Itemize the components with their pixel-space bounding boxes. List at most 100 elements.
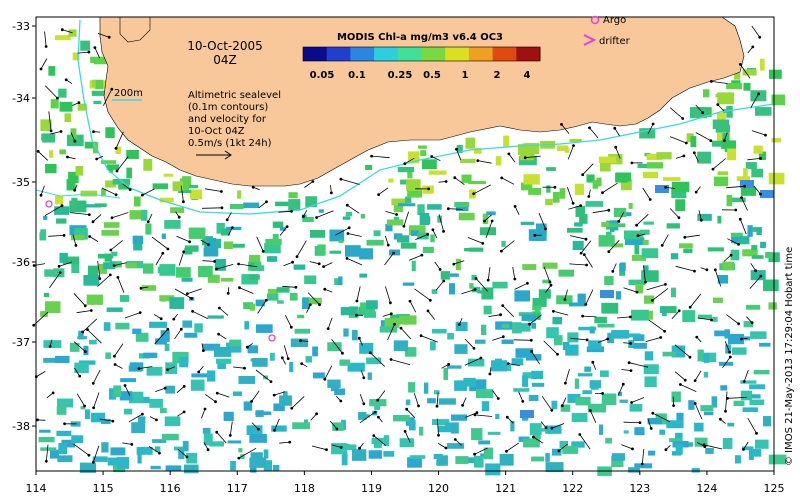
chl-patch bbox=[207, 370, 215, 381]
velocity-arrow-head bbox=[740, 196, 743, 199]
chl-patch bbox=[476, 389, 493, 398]
velocity-arrow-head bbox=[635, 224, 638, 227]
velocity-arrow-head bbox=[56, 97, 59, 100]
velocity-arrow-head bbox=[369, 351, 372, 354]
velocity-arrow-head bbox=[622, 383, 625, 386]
chl-patch bbox=[393, 415, 410, 421]
colorbar-segment bbox=[327, 47, 351, 61]
velocity-arrow-head bbox=[374, 411, 377, 414]
velocity-arrow-head bbox=[290, 210, 293, 213]
chl-patch bbox=[397, 235, 409, 242]
chl-patch bbox=[126, 168, 132, 179]
chl-patch bbox=[338, 276, 342, 285]
velocity-arrow-head bbox=[202, 349, 205, 352]
chl-patch bbox=[692, 468, 700, 472]
velocity-arrow-head bbox=[88, 51, 91, 54]
chl-patch bbox=[464, 248, 480, 251]
chl-patch bbox=[445, 422, 452, 430]
chl-patch bbox=[43, 216, 47, 220]
velocity-arrow-head bbox=[237, 263, 240, 266]
velocity-arrow-head bbox=[729, 356, 732, 359]
chl-patch bbox=[600, 290, 614, 298]
chl-patch bbox=[182, 320, 192, 327]
velocity-arrow-head bbox=[330, 192, 333, 195]
lat-tick-label: -35 bbox=[12, 176, 30, 189]
chl-patch bbox=[366, 240, 383, 246]
chl-patch bbox=[521, 222, 535, 225]
velocity-arrow-head bbox=[45, 45, 48, 48]
chl-patch bbox=[270, 353, 275, 361]
chl-patch bbox=[443, 368, 448, 380]
chl-patch bbox=[714, 331, 730, 337]
chl-patch bbox=[578, 373, 593, 376]
velocity-arrow-head bbox=[499, 313, 502, 316]
velocity-arrow-head bbox=[73, 189, 76, 192]
velocity-arrow-head bbox=[743, 185, 746, 188]
velocity-arrow-head bbox=[703, 443, 706, 446]
chl-patch bbox=[58, 399, 62, 404]
chl-patch bbox=[423, 247, 434, 253]
colorbar-tick-label: 0.25 bbox=[388, 70, 413, 81]
chl-patch bbox=[604, 276, 613, 285]
velocity-arrow-head bbox=[551, 409, 554, 412]
velocity-arrow-head bbox=[315, 412, 318, 415]
chl-patch bbox=[249, 434, 267, 443]
lat-tick-label: -38 bbox=[12, 420, 30, 433]
lon-tick-label: 117 bbox=[227, 482, 248, 495]
velocity-arrow-head bbox=[644, 281, 647, 284]
chl-patch bbox=[520, 410, 534, 418]
chl-patch bbox=[558, 270, 574, 277]
chl-patch bbox=[454, 202, 469, 207]
chl-patch bbox=[760, 242, 766, 248]
chl-patch bbox=[501, 241, 505, 247]
chl-patch bbox=[752, 255, 764, 259]
chl-patch bbox=[756, 227, 761, 235]
chl-patch bbox=[95, 80, 103, 89]
chl-patch bbox=[44, 293, 49, 297]
chl-patch bbox=[419, 427, 423, 436]
velocity-arrow-head bbox=[315, 216, 318, 219]
velocity-arrow-head bbox=[309, 303, 312, 306]
chl-patch bbox=[567, 332, 578, 342]
velocity-arrow-head bbox=[607, 250, 610, 253]
velocity-arrow-head bbox=[393, 323, 396, 326]
chl-patch bbox=[165, 386, 175, 394]
chl-patch bbox=[387, 219, 404, 225]
velocity-arrow-head bbox=[578, 433, 581, 436]
lon-tick-label: 124 bbox=[696, 482, 717, 495]
chl-patch bbox=[398, 167, 414, 172]
chl-patch bbox=[475, 340, 486, 344]
velocity-arrow-head bbox=[514, 205, 517, 208]
velocity-arrow-head bbox=[158, 452, 161, 455]
chl-patch bbox=[90, 57, 105, 63]
chl-patch bbox=[67, 179, 76, 191]
velocity-arrow-head bbox=[584, 303, 587, 306]
lon-tick-label: 119 bbox=[361, 482, 382, 495]
velocity-arrow-head bbox=[197, 371, 200, 374]
chl-patch bbox=[727, 423, 734, 427]
chl-patch bbox=[754, 370, 770, 374]
chl-patch bbox=[151, 466, 161, 469]
velocity-arrow-head bbox=[299, 339, 302, 342]
chl-patch bbox=[256, 324, 273, 333]
chl-patch bbox=[216, 359, 231, 364]
chl-patch bbox=[488, 432, 501, 435]
velocity-arrow-head bbox=[716, 103, 719, 106]
velocity-arrow-head bbox=[287, 357, 290, 360]
chl-patch bbox=[120, 378, 136, 382]
velocity-arrow-head bbox=[631, 162, 634, 165]
velocity-arrow-head bbox=[186, 292, 189, 295]
velocity-arrow-head bbox=[362, 376, 365, 379]
chl-patch bbox=[244, 401, 252, 410]
velocity-arrow-head bbox=[694, 402, 697, 405]
velocity-arrow-head bbox=[551, 427, 554, 430]
velocity-arrow-head bbox=[706, 268, 709, 271]
velocity-arrow-head bbox=[98, 277, 101, 280]
chl-patch bbox=[427, 398, 436, 403]
velocity-arrow-head bbox=[719, 418, 722, 421]
chl-patch bbox=[165, 344, 170, 351]
velocity-arrow-head bbox=[453, 176, 456, 179]
chl-patch bbox=[361, 214, 365, 219]
chl-patch bbox=[184, 465, 199, 474]
chl-patch bbox=[478, 440, 490, 444]
